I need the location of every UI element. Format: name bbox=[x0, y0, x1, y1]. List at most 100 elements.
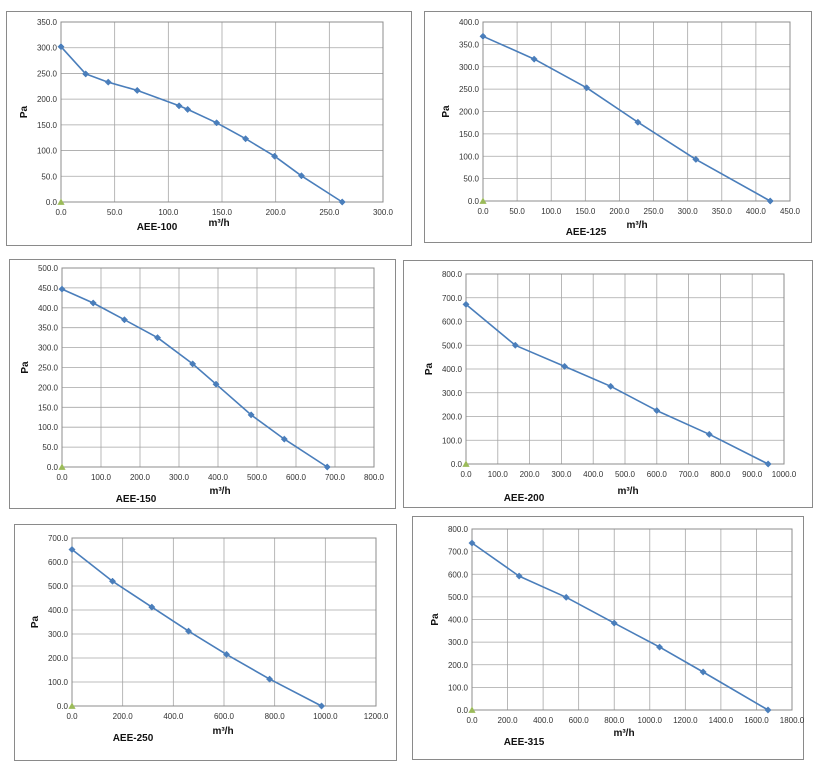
y-tick-label: 300.0 bbox=[38, 344, 59, 353]
y-tick-label: 200.0 bbox=[48, 654, 69, 663]
y-tick-label: 300.0 bbox=[448, 638, 469, 647]
y-tick-label: 100.0 bbox=[459, 152, 480, 161]
y-tick-label: 100.0 bbox=[37, 147, 58, 156]
data-point bbox=[175, 102, 183, 110]
origin-marker bbox=[68, 702, 76, 709]
series-line bbox=[60, 46, 343, 203]
x-tick-label: 200.0 bbox=[609, 207, 630, 216]
y-tick-label: 500.0 bbox=[448, 593, 469, 602]
y-tick-label: 250.0 bbox=[38, 364, 59, 373]
y-tick-label: 700.0 bbox=[48, 534, 69, 543]
data-point bbox=[462, 300, 470, 308]
y-tick-label: 700.0 bbox=[442, 294, 463, 303]
plot-area bbox=[61, 267, 375, 468]
y-tick-label: 100.0 bbox=[48, 678, 69, 687]
y-tick-label: 500.0 bbox=[442, 341, 463, 350]
y-tick-label: 300.0 bbox=[459, 63, 480, 72]
data-point bbox=[515, 572, 523, 580]
x-tick-label: 0.0 bbox=[56, 473, 68, 482]
x-tick-label: 900.0 bbox=[742, 470, 763, 479]
data-point bbox=[705, 430, 713, 438]
x-tick-label: 800.0 bbox=[710, 470, 731, 479]
x-tick-label: 0.0 bbox=[477, 207, 489, 216]
data-point bbox=[653, 407, 661, 415]
chart-aee-200: 0.0 100.0 200.0 300.0 400.0 500.0 600.0 700.0 80… bbox=[424, 270, 797, 504]
x-tick-label: 1200.0 bbox=[673, 716, 698, 725]
x-axis-title: m³/h bbox=[208, 218, 229, 229]
x-tick-label: 1600.0 bbox=[744, 716, 769, 725]
data-point bbox=[242, 135, 250, 143]
x-tick-label: 300.0 bbox=[169, 473, 190, 482]
y-tick-label: 350.0 bbox=[459, 40, 480, 49]
model-label: AEE-315 bbox=[504, 737, 545, 748]
data-point bbox=[271, 152, 279, 160]
data-point bbox=[82, 70, 90, 78]
chart-panel-aee-150: 0.0 100.0 200.0 300.0 400.0 500.0 600.0 700.0 80… bbox=[9, 259, 396, 509]
data-point bbox=[317, 702, 326, 710]
data-point bbox=[766, 197, 774, 205]
chart-aee-250: 0.0 200.0 400.0 600.0 800.0 1000.0 1200.0 0.0 10… bbox=[30, 534, 389, 744]
data-point bbox=[634, 118, 642, 126]
data-point bbox=[104, 78, 112, 86]
x-tick-label: 200.0 bbox=[266, 208, 287, 217]
y-tick-label: 200.0 bbox=[442, 413, 463, 422]
y-tick-label: 300.0 bbox=[37, 44, 58, 53]
x-tick-label: 400.0 bbox=[583, 470, 604, 479]
y-tick-label: 400.0 bbox=[442, 365, 463, 374]
data-point bbox=[280, 435, 288, 443]
y-tick-label: 400.0 bbox=[459, 18, 480, 27]
origin-marker bbox=[479, 197, 487, 204]
data-point bbox=[297, 172, 305, 180]
plot-area bbox=[465, 273, 785, 465]
data-point bbox=[58, 285, 66, 293]
y-tick-label: 500.0 bbox=[38, 264, 59, 273]
y-tick-label: 50.0 bbox=[463, 175, 479, 184]
x-tick-label: 1000.0 bbox=[638, 716, 663, 725]
x-tick-label: 100.0 bbox=[158, 208, 179, 217]
x-tick-label: 400.0 bbox=[533, 716, 554, 725]
y-tick-label: 800.0 bbox=[448, 525, 469, 534]
data-point bbox=[212, 380, 220, 388]
y-axis-title: Pa bbox=[430, 613, 441, 626]
data-point bbox=[323, 463, 331, 471]
x-tick-label: 200.0 bbox=[520, 470, 541, 479]
series-line bbox=[61, 288, 328, 468]
data-point bbox=[120, 316, 128, 324]
data-point bbox=[266, 675, 274, 683]
origin-marker bbox=[57, 198, 65, 205]
x-tick-label: 600.0 bbox=[214, 712, 235, 721]
y-tick-label: 200.0 bbox=[459, 108, 480, 117]
data-point bbox=[562, 593, 570, 601]
data-point bbox=[153, 334, 162, 342]
x-tick-label: 0.0 bbox=[466, 716, 478, 725]
data-point bbox=[247, 411, 255, 419]
y-tick-label: 500.0 bbox=[48, 582, 69, 591]
x-tick-label: 500.0 bbox=[615, 470, 636, 479]
data-point bbox=[692, 155, 700, 163]
x-tick-label: 400.0 bbox=[746, 207, 767, 216]
x-axis-title: m³/h bbox=[613, 728, 634, 739]
series-line bbox=[71, 548, 322, 707]
x-tick-label: 500.0 bbox=[247, 473, 268, 482]
x-tick-label: 400.0 bbox=[208, 473, 229, 482]
x-tick-label: 300.0 bbox=[678, 207, 699, 216]
y-tick-label: 300.0 bbox=[442, 389, 463, 398]
data-point bbox=[583, 84, 591, 92]
x-tick-label: 350.0 bbox=[712, 207, 733, 216]
data-point bbox=[656, 643, 664, 651]
y-tick-label: 350.0 bbox=[37, 18, 58, 27]
y-tick-label: 150.0 bbox=[459, 130, 480, 139]
x-tick-label: 0.0 bbox=[66, 712, 78, 721]
x-tick-label: 300.0 bbox=[373, 208, 394, 217]
origin-marker bbox=[468, 706, 476, 713]
x-axis-title: m³/h bbox=[626, 220, 647, 231]
y-tick-label: 150.0 bbox=[37, 121, 58, 130]
chart-panel-aee-200: 0.0 100.0 200.0 300.0 400.0 500.0 600.0 700.0 80… bbox=[403, 260, 813, 508]
x-tick-label: 1800.0 bbox=[780, 716, 805, 725]
model-label: AEE-200 bbox=[504, 493, 545, 504]
y-tick-label: 200.0 bbox=[38, 383, 59, 392]
plot-area bbox=[482, 21, 791, 202]
chart-panel-aee-125: 0.0 50.0 100.0 150.0 200.0 250.0 300.0 350.0 400… bbox=[424, 11, 812, 243]
chart-aee-100: 0.0 50.0 100.0 150.0 200.0 250.0 300.0 0.0 50.0 1… bbox=[19, 18, 394, 233]
origin-marker bbox=[58, 463, 66, 470]
